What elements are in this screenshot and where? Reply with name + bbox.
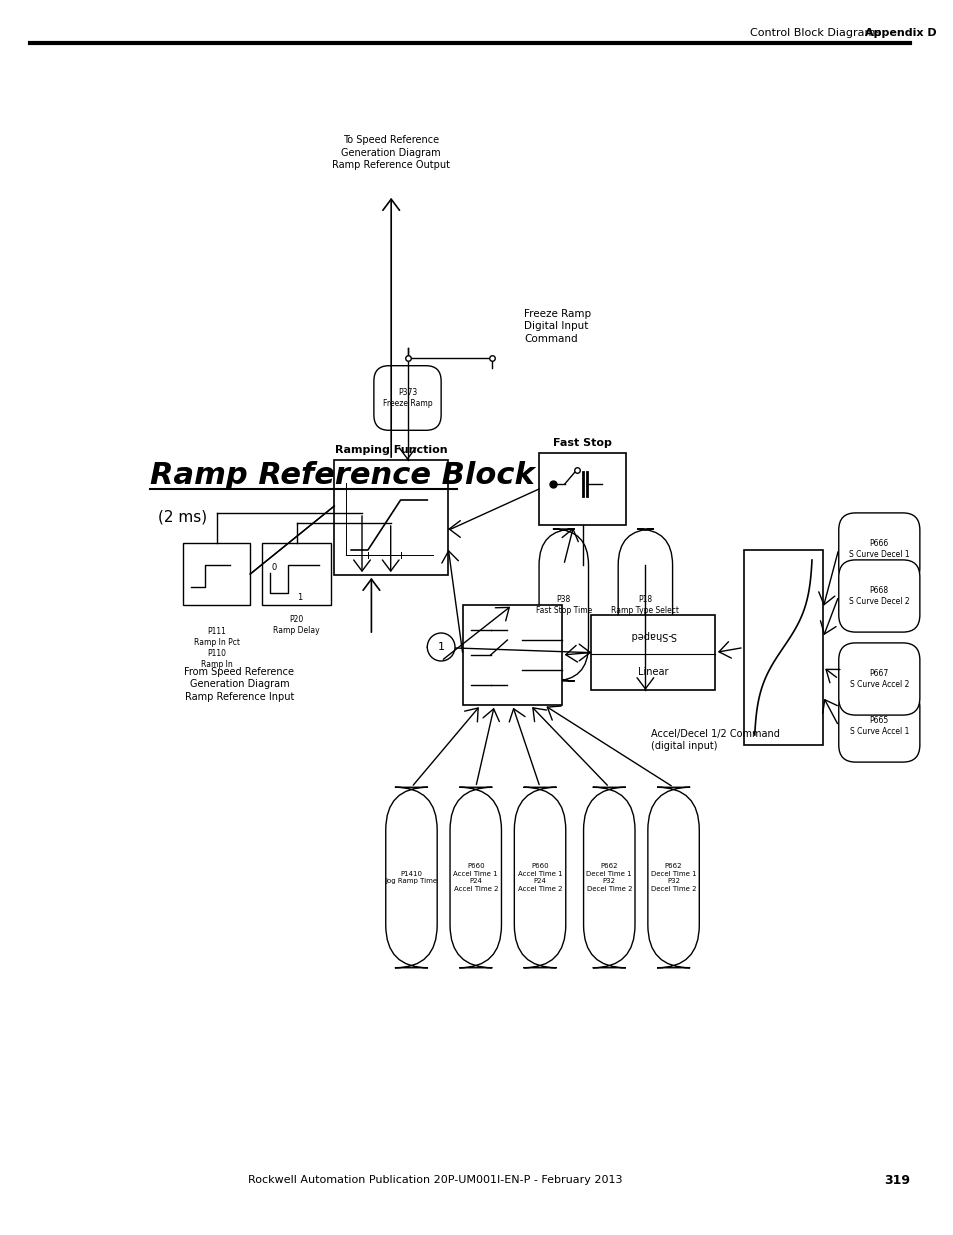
FancyBboxPatch shape	[450, 787, 501, 968]
Text: 1: 1	[437, 642, 444, 652]
Text: Linear: Linear	[638, 667, 668, 677]
Text: To Speed Reference
Generation Diagram
Ramp Reference Output: To Speed Reference Generation Diagram Ra…	[332, 135, 450, 170]
Text: P662
Decel Time 1
P32
Decel Time 2: P662 Decel Time 1 P32 Decel Time 2	[650, 863, 696, 892]
Text: Accel/Decel 1/2 Command
(digital input): Accel/Decel 1/2 Command (digital input)	[650, 729, 779, 751]
Text: Ramp Reference Block: Ramp Reference Block	[151, 461, 535, 489]
Text: Freeze Ramp
Digital Input
Command: Freeze Ramp Digital Input Command	[523, 309, 591, 343]
FancyBboxPatch shape	[385, 787, 436, 968]
Text: P665
S Curve Accel 1: P665 S Curve Accel 1	[849, 716, 908, 736]
FancyBboxPatch shape	[514, 787, 565, 968]
Text: P373
Freeze Ramp: P373 Freeze Ramp	[382, 388, 432, 408]
Text: (2 ms): (2 ms)	[158, 510, 207, 525]
Text: 1: 1	[296, 593, 302, 601]
Bar	[743, 550, 822, 745]
Text: P1410
Jog Ramp Time: P1410 Jog Ramp Time	[385, 871, 437, 884]
Text: P660
Accel Time 1
P24
Accel Time 2: P660 Accel Time 1 P24 Accel Time 2	[453, 863, 497, 892]
FancyBboxPatch shape	[838, 690, 919, 762]
Bar	[462, 605, 561, 705]
Text: ..: ..	[348, 483, 354, 492]
Text: Fast Stop: Fast Stop	[553, 438, 612, 448]
Text: Control Block Diagrams: Control Block Diagrams	[749, 28, 880, 38]
FancyBboxPatch shape	[538, 529, 588, 680]
FancyBboxPatch shape	[618, 529, 672, 680]
Text: Appendix D: Appendix D	[864, 28, 936, 38]
Text: P660
Accel Time 1
P24
Accel Time 2: P660 Accel Time 1 P24 Accel Time 2	[517, 863, 561, 892]
Text: P668
S Curve Decel 2: P668 S Curve Decel 2	[848, 585, 908, 606]
Text: 319: 319	[883, 1173, 909, 1187]
Text: 0: 0	[271, 562, 276, 572]
Text: P18
Ramp Type Select: P18 Ramp Type Select	[611, 595, 679, 615]
Text: S-Shaped: S-Shaped	[629, 630, 676, 640]
Text: P666
S Curve Decel 1: P666 S Curve Decel 1	[848, 538, 908, 559]
FancyBboxPatch shape	[647, 787, 699, 968]
Text: P662
Decel Time 1
P32
Decel Time 2: P662 Decel Time 1 P32 Decel Time 2	[586, 863, 632, 892]
FancyBboxPatch shape	[838, 643, 919, 715]
Text: P38
Fast Stop Time: P38 Fast Stop Time	[535, 595, 591, 615]
FancyBboxPatch shape	[583, 787, 635, 968]
Bar	[183, 543, 250, 605]
FancyBboxPatch shape	[374, 366, 440, 430]
Circle shape	[427, 634, 455, 661]
Text: ..: ..	[424, 483, 430, 492]
Bar	[262, 543, 331, 605]
FancyBboxPatch shape	[838, 559, 919, 632]
Text: P20
Ramp Delay: P20 Ramp Delay	[274, 615, 319, 635]
Text: P111
Ramp In Pct
P110
Ramp In: P111 Ramp In Pct P110 Ramp In	[193, 627, 239, 669]
Bar	[538, 453, 625, 525]
Text: From Speed Reference
Generation Diagram
Ramp Reference Input: From Speed Reference Generation Diagram …	[184, 667, 294, 701]
Bar	[334, 459, 448, 576]
Text: P667
S Curve Accel 2: P667 S Curve Accel 2	[849, 669, 908, 689]
Text: Ramping Function: Ramping Function	[335, 445, 447, 454]
FancyBboxPatch shape	[838, 513, 919, 585]
Text: Rockwell Automation Publication 20P-UM001I-EN-P - February 2013: Rockwell Automation Publication 20P-UM00…	[248, 1174, 621, 1186]
Bar	[591, 615, 715, 690]
